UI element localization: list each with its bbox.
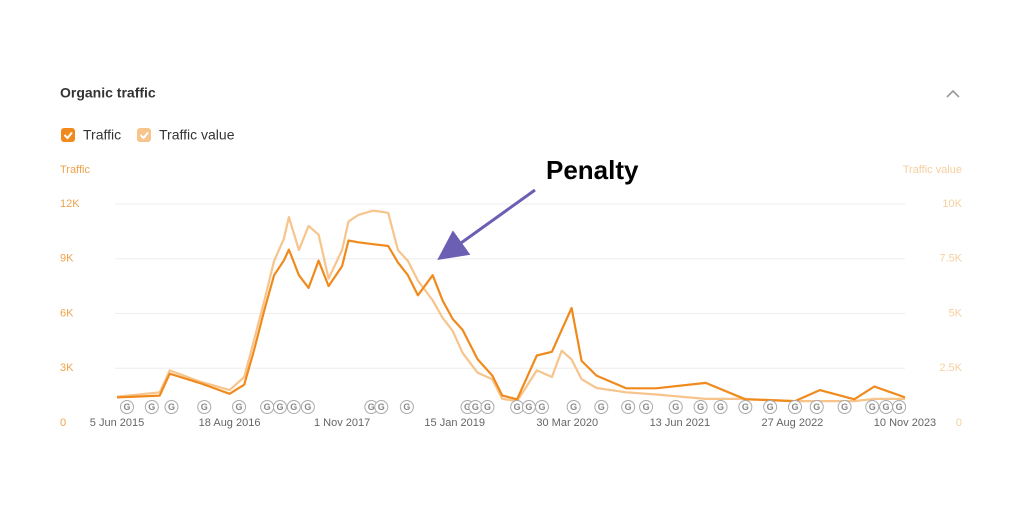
update-marker-label: G xyxy=(472,402,479,412)
update-marker xyxy=(272,400,287,414)
legend: Traffic Traffic value xyxy=(61,127,235,143)
x-tick-label: 1 Nov 2017 xyxy=(314,417,370,429)
update-marker-label: G xyxy=(538,402,545,412)
update-marker xyxy=(639,400,654,414)
update-marker-label: G xyxy=(525,402,532,412)
update-marker xyxy=(787,400,802,414)
y2-tick-label: 7.5K xyxy=(939,253,962,265)
x-tick-label: 30 Mar 2020 xyxy=(536,417,598,429)
update-marker xyxy=(232,400,247,414)
update-marker xyxy=(286,400,301,414)
update-marker-label: G xyxy=(264,402,271,412)
update-marker xyxy=(399,400,414,414)
update-marker xyxy=(713,400,728,414)
update-marker-label: G xyxy=(514,402,521,412)
x-tick-label: 5 Jun 2015 xyxy=(90,417,144,429)
chart-title: Organic traffic xyxy=(60,85,156,101)
update-marker-label: G xyxy=(598,402,605,412)
check-icon xyxy=(139,131,149,140)
update-marker xyxy=(119,400,134,414)
update-marker-label: G xyxy=(625,402,632,412)
y2-tick-label: 5K xyxy=(949,307,963,319)
legend-label[interactable]: Traffic value xyxy=(159,127,235,143)
update-marker-label: G xyxy=(484,402,491,412)
update-marker xyxy=(837,400,852,414)
y-tick-label: 12K xyxy=(60,198,80,210)
update-marker-label: G xyxy=(841,402,848,412)
update-marker-label: G xyxy=(896,402,903,412)
annotation: Penalty xyxy=(546,155,639,185)
y2-axis-label: Traffic value xyxy=(903,164,962,176)
update-marker xyxy=(865,400,880,414)
update-marker xyxy=(566,400,581,414)
x-tick-label: 15 Jan 2019 xyxy=(424,417,485,429)
update-marker-label: G xyxy=(672,402,679,412)
update-marker-label: G xyxy=(236,402,243,412)
update-marker xyxy=(738,400,753,414)
update-marker xyxy=(763,400,778,414)
collapse-chevron[interactable] xyxy=(946,89,960,98)
update-marker xyxy=(693,400,708,414)
update-marker-label: G xyxy=(276,402,283,412)
update-marker xyxy=(480,400,495,414)
update-marker-label: G xyxy=(697,402,704,412)
series-line xyxy=(116,239,906,403)
update-marker-label: G xyxy=(570,402,577,412)
legend-checkbox[interactable] xyxy=(137,128,151,142)
update-marker xyxy=(668,400,683,414)
update-marker-label: G xyxy=(791,402,798,412)
y-tick-label: 6K xyxy=(60,307,74,319)
update-marker xyxy=(594,400,609,414)
update-marker-label: G xyxy=(368,402,375,412)
update-marker-label: G xyxy=(290,402,297,412)
y2-tick-label: 0 xyxy=(956,417,962,429)
update-marker-label: G xyxy=(304,402,311,412)
x-tick-label: 27 Aug 2022 xyxy=(762,417,824,429)
update-marker-label: G xyxy=(123,402,130,412)
update-marker xyxy=(534,400,549,414)
x-tick-label: 13 Jun 2021 xyxy=(650,417,711,429)
update-marker xyxy=(621,400,636,414)
update-marker-label: G xyxy=(378,402,385,412)
update-marker xyxy=(374,400,389,414)
update-marker-label: G xyxy=(201,402,208,412)
y-tick-label: 3K xyxy=(60,362,74,374)
legend-label[interactable]: Traffic xyxy=(83,127,121,143)
update-marker-label: G xyxy=(883,402,890,412)
update-marker-label: G xyxy=(403,402,410,412)
annotation-arrow xyxy=(437,188,536,260)
series-line xyxy=(116,209,905,403)
y-tick-label: 0 xyxy=(60,417,66,429)
update-marker-label: G xyxy=(767,402,774,412)
update-marker-label: G xyxy=(813,402,820,412)
update-marker-label: G xyxy=(717,402,724,412)
check-icon xyxy=(63,131,73,140)
x-tick-label: 10 Nov 2023 xyxy=(874,417,936,429)
x-tick-label: 18 Aug 2016 xyxy=(199,417,261,429)
update-marker-label: G xyxy=(148,402,155,412)
update-marker-label: G xyxy=(643,402,650,412)
update-marker-label: G xyxy=(168,402,175,412)
update-marker xyxy=(809,400,824,414)
update-marker-label: G xyxy=(869,402,876,412)
update-marker xyxy=(300,400,315,414)
update-marker xyxy=(164,400,179,414)
plot-area: 0 3K 6K 9K 12K 0 2.5K 5K 7.5K 10K 5 Jun 2015 18 Aug… xyxy=(60,198,963,429)
update-marker xyxy=(197,400,212,414)
y2-tick-label: 10K xyxy=(942,198,962,210)
update-marker xyxy=(144,400,159,414)
update-marker-label: G xyxy=(464,402,471,412)
y-axis-label: Traffic xyxy=(60,164,90,176)
update-marker-label: G xyxy=(742,402,749,412)
legend-checkbox[interactable] xyxy=(61,128,75,142)
update-marker xyxy=(892,400,907,414)
y2-tick-label: 2.5K xyxy=(939,362,962,374)
y-tick-label: 9K xyxy=(60,253,74,265)
